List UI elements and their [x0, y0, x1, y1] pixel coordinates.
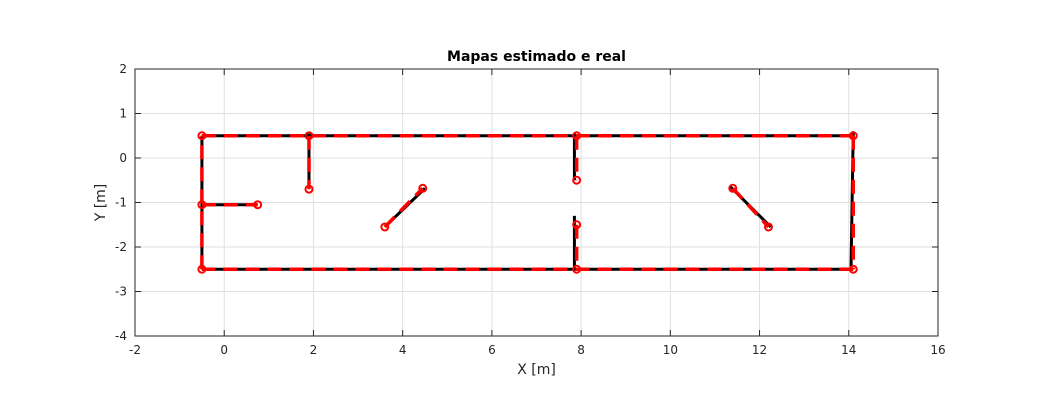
- real-map-segment: [383, 187, 424, 229]
- real-map-vertex-marker: [304, 184, 314, 194]
- real-map-vertex-marker: [572, 175, 582, 185]
- y-tick-label: 2: [119, 62, 127, 76]
- real-map-vertex-marker: [728, 183, 738, 193]
- real-map-vertex-marker: [848, 264, 858, 274]
- real-map-vertex-marker: [572, 264, 582, 274]
- real-map-vertex-marker: [380, 222, 390, 232]
- real-map-vertex-marker: [572, 131, 582, 141]
- y-tick-label: 1: [119, 107, 127, 121]
- real-map-vertex-marker: [572, 220, 582, 230]
- y-tick-label: -3: [115, 285, 127, 299]
- real-map-vertex-marker: [848, 131, 858, 141]
- y-tick-label: -4: [115, 329, 127, 343]
- x-tick-label: -2: [129, 343, 141, 357]
- y-tick-label: -2: [115, 240, 127, 254]
- x-tick-label: 6: [488, 343, 496, 357]
- y-tick-label: -1: [115, 196, 127, 210]
- real-map-vertex-marker: [304, 131, 314, 141]
- y-tick-label: 0: [119, 151, 127, 165]
- real-map-vertex-marker: [197, 200, 207, 210]
- x-axis-label: X [m]: [517, 362, 556, 378]
- x-tick-label: 12: [752, 343, 767, 357]
- x-tick-label: 4: [399, 343, 407, 357]
- data-layer: [197, 131, 858, 274]
- real-map-segment: [731, 187, 770, 229]
- x-tick-label: 14: [841, 343, 856, 357]
- estimated-map-segment: [849, 131, 855, 270]
- real-map-vertex-marker: [763, 222, 773, 232]
- x-tick-label: 0: [220, 343, 228, 357]
- x-tick-label: 16: [930, 343, 945, 357]
- x-tick-label: 2: [310, 343, 318, 357]
- x-tick-label: 10: [663, 343, 678, 357]
- real-map-vertex-marker: [253, 200, 263, 210]
- chart-title: Mapas estimado e real: [447, 49, 626, 65]
- real-map-vertex-marker: [418, 183, 428, 193]
- y-axis-label: Y [m]: [93, 184, 109, 223]
- x-tick-label: 8: [577, 343, 585, 357]
- real-map-vertex-marker: [197, 264, 207, 274]
- real-map-vertex-marker: [197, 131, 207, 141]
